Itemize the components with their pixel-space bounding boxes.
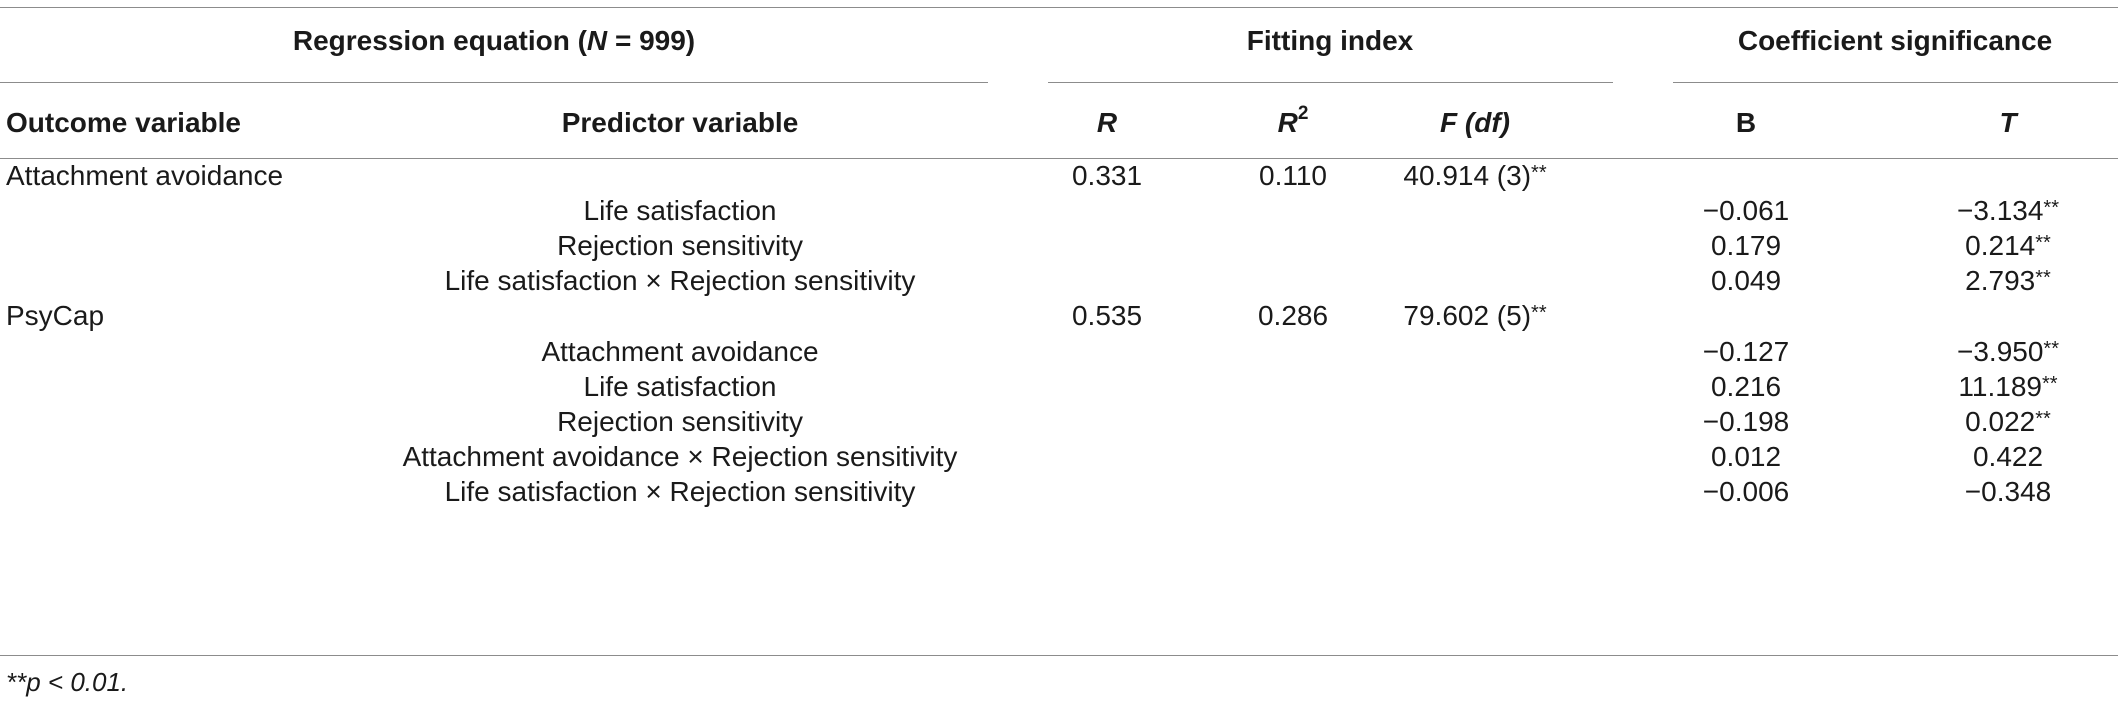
significance-stars: **	[2035, 232, 2051, 255]
outcome-column-header: Outcome variable	[6, 107, 241, 138]
cell-value: 0.110	[1259, 160, 1327, 191]
cell-value: −0.198	[1702, 405, 1790, 437]
regression-group-rule	[0, 82, 988, 83]
cell-value: 0.216	[1710, 370, 1782, 402]
table-cell-t: 0.214**	[1965, 229, 2051, 266]
top-rule	[0, 7, 2118, 8]
cell-value: −0.006	[1702, 475, 1790, 507]
table-cell-b: −0.006	[1703, 475, 1789, 509]
significance-stars: **	[2043, 337, 2059, 360]
cell-value: 0.012	[1710, 440, 1782, 472]
table-cell-predictor: Rejection sensitivity	[557, 405, 803, 439]
table-cell-predictor: Life satisfaction	[584, 194, 777, 228]
coefficient-group-header: Coefficient significance	[1737, 25, 2053, 56]
cell-value: 0.535	[1071, 300, 1143, 332]
table-cell-outcome: Attachment avoidance	[6, 159, 283, 193]
b-column-header: B	[1735, 107, 1757, 138]
table-cell-b: −0.127	[1703, 335, 1789, 369]
cell-value: 11.189	[1958, 370, 2042, 402]
significance-footnote: **p < 0.01.	[6, 667, 129, 697]
cell-value: 0.331	[1071, 160, 1143, 191]
table-cell-b: −0.061	[1703, 194, 1789, 228]
regression-header-suffix: = 999)	[607, 25, 696, 56]
cell-value: Life satisfaction	[583, 195, 777, 227]
cell-value: 0.022	[1965, 405, 2036, 437]
table-cell-f: 40.914 (3)**	[1403, 159, 1546, 196]
significance-stars: **	[1531, 302, 1547, 325]
significance-stars: **	[1531, 162, 1547, 184]
cell-value: 0.049	[1710, 265, 1782, 297]
cell-value: Attachment avoidance × Rejection sensiti…	[402, 440, 958, 472]
table-cell-b: 0.179	[1711, 229, 1781, 263]
significance-stars: **	[2041, 372, 2058, 395]
r2-superscript: 2	[1297, 102, 1309, 124]
table-cell-predictor: Rejection sensitivity	[557, 229, 803, 263]
f-column-header: F (df)	[1440, 107, 1510, 138]
fitting-group-header: Fitting index	[1246, 25, 1414, 56]
table-cell-b: 0.049	[1711, 264, 1781, 298]
predictor-column-header: Predictor variable	[561, 107, 799, 138]
cell-value: −0.127	[1702, 335, 1790, 367]
bottom-rule	[0, 655, 2118, 656]
table-cell-t: 2.793**	[1965, 264, 2051, 301]
significance-stars: **	[2043, 197, 2059, 220]
table-cell-r: 0.331	[1072, 159, 1142, 193]
significance-stars: **	[2035, 267, 2051, 290]
significance-stars: **	[2035, 407, 2051, 430]
cell-value: 0.422	[1972, 440, 2044, 472]
cell-value: PsyCap	[6, 300, 105, 332]
table-cell-b: 0.012	[1711, 440, 1781, 474]
coefficient-group-rule	[1673, 82, 2118, 83]
table-cell-t: 0.422	[1973, 440, 2043, 474]
r-column-header: R	[1096, 107, 1118, 138]
table-cell-t: −3.134**	[1957, 194, 2059, 231]
cell-value: 79.602 (5)	[1403, 300, 1532, 332]
table-cell-t: −0.348	[1965, 475, 2051, 509]
cell-value: Life satisfaction × Rejection sensitivit…	[444, 475, 916, 507]
table-cell-predictor: Life satisfaction	[584, 370, 777, 404]
t-column-header: T	[1999, 107, 2017, 138]
cell-value: Life satisfaction	[583, 370, 777, 402]
cell-value: −3.134	[1957, 195, 2044, 227]
cell-value: Rejection sensitivity	[557, 230, 803, 262]
table-cell-predictor: Attachment avoidance × Rejection sensiti…	[403, 440, 958, 474]
cell-value: −0.061	[1702, 195, 1790, 227]
cell-value: Attachment avoidance	[541, 335, 819, 367]
regression-group-header: Regression equation (N = 999)	[293, 24, 695, 58]
table-cell-predictor: Life satisfaction × Rejection sensitivit…	[445, 264, 916, 298]
table-cell-f: 79.602 (5)**	[1403, 299, 1546, 336]
cell-value: 0.286	[1257, 300, 1329, 332]
cell-value: −0.348	[1964, 475, 2052, 507]
table-cell-r2: 0.110	[1259, 159, 1327, 193]
table-cell-b: −0.198	[1703, 405, 1789, 439]
table-cell-t: −3.950**	[1957, 335, 2059, 372]
table-cell-b: 0.216	[1711, 370, 1781, 404]
cell-value: 0.179	[1710, 230, 1782, 262]
r2-base: R	[1277, 107, 1298, 138]
table-cell-t: 11.189**	[1958, 370, 2057, 407]
regression-header-prefix: Regression equation (	[292, 25, 587, 56]
cell-value: 2.793	[1965, 265, 2036, 297]
header-rule	[0, 158, 2118, 159]
cell-value: 0.214	[1965, 230, 2036, 262]
table-cell-predictor: Attachment avoidance	[541, 335, 818, 369]
cell-value: −3.950	[1957, 335, 2044, 367]
cell-value: Rejection sensitivity	[557, 405, 803, 437]
cell-value: Life satisfaction × Rejection sensitivit…	[444, 265, 916, 297]
cell-value: 40.914 (3)	[1403, 160, 1532, 191]
fitting-group-rule	[1048, 82, 1613, 83]
cell-value: Attachment avoidance	[6, 160, 284, 191]
table-cell-outcome: PsyCap	[6, 299, 104, 333]
table-cell-predictor: Life satisfaction × Rejection sensitivit…	[445, 475, 916, 509]
table-cell-t: 0.022**	[1965, 405, 2051, 442]
r2-column-header: R2	[1277, 102, 1309, 140]
sample-size-symbol: N	[586, 25, 608, 56]
table-cell-r: 0.535	[1072, 299, 1142, 333]
table-cell-r2: 0.286	[1258, 299, 1328, 333]
